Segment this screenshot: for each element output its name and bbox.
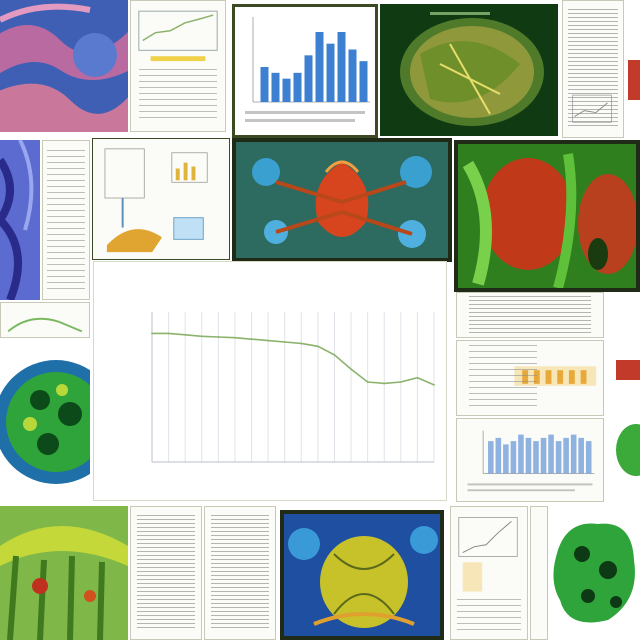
lower-bar [503, 444, 509, 473]
coral-texture-image [0, 0, 128, 132]
lower-bar-chart-svg [457, 419, 603, 501]
data-point [317, 345, 319, 347]
data-point [267, 340, 269, 342]
data-point [251, 338, 253, 340]
article-page-2 [204, 506, 276, 640]
red-edge-strip [624, 0, 640, 138]
data-point [400, 381, 402, 383]
line-chart-svg [94, 262, 446, 500]
mini-bar-chart-svg [235, 7, 375, 135]
data-point [417, 377, 419, 379]
red-organ-illustration [232, 138, 452, 262]
data-point [151, 333, 153, 335]
lower-bar [578, 438, 584, 474]
green-leaf-cell-image [380, 4, 558, 136]
lower-bar [496, 438, 502, 474]
series-line [152, 333, 434, 384]
lower-bar [518, 435, 524, 474]
lower-bar [571, 435, 577, 474]
schematic-page-thumbnail [42, 140, 90, 300]
scientific-figure-page [530, 506, 548, 640]
graph-page-thumbnail [450, 506, 528, 640]
green-coral-image [548, 510, 640, 640]
table-page-thumbnail [456, 292, 604, 338]
data-point [168, 333, 170, 335]
green-red-cell-image [454, 140, 640, 292]
data-point [367, 381, 369, 383]
mini-bar [294, 73, 302, 102]
data-point [433, 384, 435, 386]
main-line-chart [94, 262, 446, 500]
lower-bar [488, 441, 494, 474]
lower-bar [541, 438, 547, 474]
lower-bar [548, 435, 554, 474]
article-page-1 [130, 506, 202, 640]
mini-bar [316, 32, 324, 102]
yellow-sphere-image [280, 510, 444, 640]
mini-bar [349, 50, 357, 103]
mini-bar [272, 73, 280, 102]
report-page-thumbnail [130, 0, 226, 132]
mini-bar [305, 55, 313, 102]
lower-bar [533, 441, 539, 474]
diagram-figure-thumbnail [92, 138, 230, 260]
mini-bar [360, 61, 368, 102]
green-turtle-shell-image [0, 344, 90, 502]
data-point [217, 336, 219, 338]
data-point [334, 354, 336, 356]
mini-bar [327, 44, 335, 102]
bar-table-thumbnail [456, 340, 604, 416]
lower-bar [586, 441, 592, 474]
lower-bar [556, 441, 562, 474]
mini-bar [338, 32, 346, 102]
text-document-thumbnail [562, 0, 624, 138]
data-point [350, 368, 352, 370]
small-document-thumbnail [0, 302, 90, 338]
lower-bar [563, 438, 569, 474]
data-point [201, 335, 203, 337]
data-point [184, 334, 186, 336]
purple-tissue-image [0, 140, 40, 300]
lower-bar [511, 441, 517, 474]
lower-bar [526, 438, 532, 474]
mini-bar [261, 67, 269, 102]
data-point [383, 383, 385, 385]
data-point [284, 341, 286, 343]
right-edge-green-image [606, 340, 640, 502]
plant-tissue-image [0, 506, 128, 640]
bar-chart-thumbnail [232, 4, 378, 138]
lower-bar-chart-thumbnail [456, 418, 604, 502]
data-point [234, 337, 236, 339]
mini-bar [283, 79, 291, 102]
data-point [300, 343, 302, 345]
